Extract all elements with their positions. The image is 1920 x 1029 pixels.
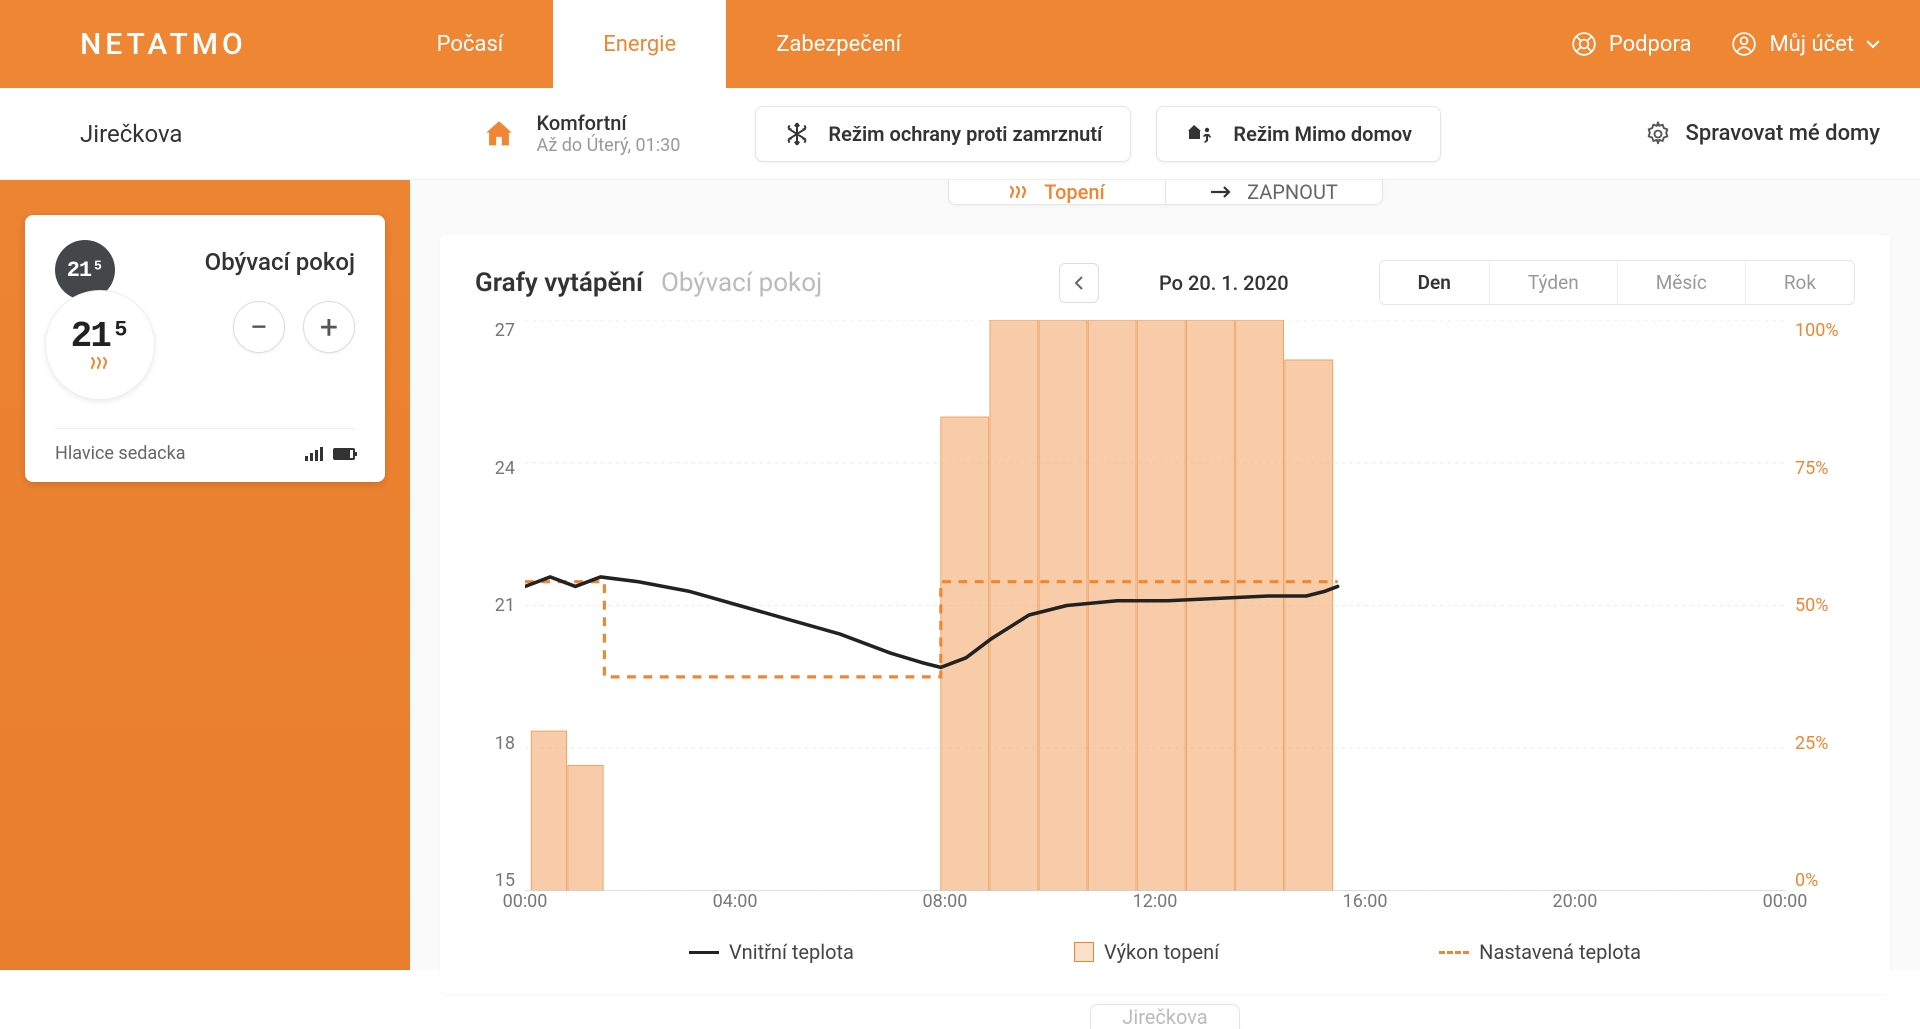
nav-tab-weather[interactable]: Počasí bbox=[387, 0, 554, 88]
chart-legend: Vnitřní teplota Výkon topení Nastavená t… bbox=[475, 940, 1855, 964]
main-area: 21⁵ 21⁵ Obývací pokoj − + bbox=[0, 180, 1920, 970]
mode-subtitle: Až do Úterý, 01:30 bbox=[536, 135, 680, 156]
chevron-down-icon bbox=[1866, 37, 1880, 51]
frost-protection-button[interactable]: Režim ochrany proti zamrznutí bbox=[755, 106, 1131, 162]
y-axis-left: 2724211815 bbox=[475, 320, 525, 891]
gear-icon bbox=[1644, 120, 1672, 148]
chart-plot bbox=[525, 320, 1785, 891]
legend-setpoint: Nastavená teplota bbox=[1439, 940, 1641, 964]
top-nav: NETATMO Počasí Energie Zabezpečení Podpo… bbox=[0, 0, 1920, 88]
heating-tab-heating[interactable]: Topení bbox=[949, 180, 1165, 204]
manage-homes-button[interactable]: Spravovat mé domy bbox=[1644, 120, 1880, 148]
legend-temp: Vnitřní teplota bbox=[689, 940, 854, 964]
heating-icon bbox=[89, 355, 111, 374]
range-tab-month[interactable]: Měsíc bbox=[1617, 261, 1745, 304]
away-icon bbox=[1185, 121, 1215, 147]
range-tab-day[interactable]: Den bbox=[1380, 261, 1489, 304]
chart-header: Grafy vytápění Obývací pokoj Po 20. 1. 2… bbox=[475, 260, 1855, 305]
support-label: Podpora bbox=[1609, 32, 1692, 57]
date-prev-button[interactable] bbox=[1059, 263, 1099, 303]
nav-tab-energy[interactable]: Energie bbox=[553, 0, 726, 88]
arrow-right-icon bbox=[1209, 185, 1233, 199]
range-tabs: Den Týden Měsíc Rok bbox=[1379, 260, 1855, 305]
room-card[interactable]: 21⁵ 21⁵ Obývací pokoj − + bbox=[25, 215, 385, 482]
valve-name: Hlavice sedacka bbox=[55, 443, 186, 464]
room-name: Obývací pokoj bbox=[205, 248, 355, 276]
y-axis-right: 100%75%50%25%0% bbox=[1785, 320, 1855, 891]
frost-btn-label: Režim ochrany proti zamrznutí bbox=[828, 122, 1102, 146]
battery-icon bbox=[333, 448, 355, 460]
heating-tab-turnon[interactable]: ZAPNOUT bbox=[1165, 180, 1382, 204]
heating-tabs: Topení ZAPNOUT bbox=[948, 180, 1383, 205]
sub-header: Jirečkova Komfortní Až do Úterý, 01:30 R… bbox=[0, 88, 1920, 180]
signal-icon bbox=[305, 447, 323, 461]
chart-card: Grafy vytápění Obývací pokoj Po 20. 1. 2… bbox=[440, 235, 1890, 994]
flame-icon bbox=[1008, 183, 1030, 201]
range-tab-week[interactable]: Týden bbox=[1489, 261, 1617, 304]
rooms-sidebar: 21⁵ 21⁵ Obývací pokoj − + bbox=[0, 180, 410, 970]
user-icon bbox=[1731, 31, 1757, 57]
chart-body: 2724211815 100%75%50%25%0% bbox=[475, 320, 1855, 891]
mode-title: Komfortní bbox=[536, 111, 680, 135]
brand-logo: NETATMO bbox=[80, 27, 247, 62]
footer-home-selector[interactable]: Jirečkova bbox=[1090, 1004, 1240, 1029]
legend-power: Výkon topení bbox=[1074, 940, 1219, 964]
x-axis: 00:0004:0008:0012:0016:0020:0000:00 bbox=[525, 891, 1785, 915]
chart-date: Po 20. 1. 2020 bbox=[1159, 271, 1289, 295]
manage-homes-label: Spravovat mé domy bbox=[1686, 121, 1880, 146]
account-menu[interactable]: Můj účet bbox=[1731, 31, 1880, 57]
away-btn-label: Režim Mimo domov bbox=[1233, 122, 1412, 146]
content-area: Topení ZAPNOUT Grafy vytápění Obývací po… bbox=[410, 180, 1920, 970]
mode-buttons: Režim ochrany proti zamrznutí Režim Mimo… bbox=[755, 106, 1441, 162]
valve-row: Hlavice sedacka bbox=[55, 428, 355, 464]
lifebuoy-icon bbox=[1571, 31, 1597, 57]
away-mode-button[interactable]: Režim Mimo domov bbox=[1156, 106, 1441, 162]
heating-tab-label: Topení bbox=[1044, 180, 1105, 204]
home-name: Jirečkova bbox=[80, 120, 182, 148]
chart-title: Grafy vytápění bbox=[475, 268, 643, 298]
temp-minus-button[interactable]: − bbox=[233, 301, 285, 353]
nav-tabs: Počasí Energie Zabezpečení bbox=[387, 0, 951, 88]
range-tab-year[interactable]: Rok bbox=[1745, 261, 1854, 304]
current-temp-circle: 21⁵ bbox=[45, 290, 155, 400]
home-icon bbox=[482, 117, 516, 151]
nav-tab-security[interactable]: Zabezpečení bbox=[726, 0, 951, 88]
snowflake-icon bbox=[784, 121, 810, 147]
turnon-tab-label: ZAPNOUT bbox=[1247, 180, 1338, 204]
nav-right: Podpora Můj účet bbox=[1571, 31, 1880, 57]
chart-subtitle: Obývací pokoj bbox=[661, 268, 822, 298]
temp-plus-button[interactable]: + bbox=[303, 301, 355, 353]
current-mode: Komfortní Až do Úterý, 01:30 bbox=[482, 111, 680, 156]
support-link[interactable]: Podpora bbox=[1571, 31, 1692, 57]
current-temp: 21⁵ bbox=[71, 316, 130, 357]
account-label: Můj účet bbox=[1769, 32, 1854, 57]
